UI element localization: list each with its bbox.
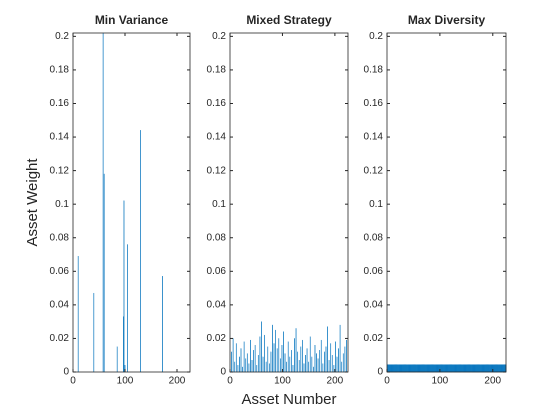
x-tick-label: 200 <box>484 376 501 387</box>
y-tick-label: 0.06 <box>364 266 384 277</box>
y-tick-label: 0.08 <box>364 232 384 243</box>
y-tick-label: 0.06 <box>50 266 70 277</box>
x-tick-label: 100 <box>274 376 291 387</box>
y-tick-label: 0 <box>377 367 383 378</box>
y-tick-label: 0.18 <box>364 65 384 76</box>
y-tick-label: 0.1 <box>212 199 226 210</box>
x-tick-label: 100 <box>432 376 449 387</box>
y-tick-label: 0.1 <box>369 199 383 210</box>
y-tick-label: 0.16 <box>364 98 384 109</box>
x-tick-label: 200 <box>327 376 344 387</box>
y-tick-label: 0.16 <box>207 98 227 109</box>
y-tick-label: 0.2 <box>369 31 383 42</box>
y-tick-label: 0.02 <box>364 333 384 344</box>
panel-title: Min Variance <box>95 13 169 27</box>
x-tick-label: 0 <box>227 376 233 387</box>
x-tick-label: 200 <box>169 376 186 387</box>
y-tick-label: 0.14 <box>50 132 70 143</box>
y-tick-label: 0.18 <box>50 65 70 76</box>
y-tick-label: 0.04 <box>207 300 227 311</box>
x-tick-label: 0 <box>70 376 76 387</box>
axes-box <box>229 32 349 373</box>
y-tick-label: 0.04 <box>364 300 384 311</box>
y-tick-label: 0.2 <box>212 31 226 42</box>
x-tick-label: 100 <box>117 376 134 387</box>
y-tick-label: 0.12 <box>50 165 70 176</box>
y-tick-label: 0.18 <box>207 65 227 76</box>
y-tick-label: 0.14 <box>207 132 227 143</box>
y-tick-label: 0.12 <box>207 165 227 176</box>
axes-background <box>73 33 190 372</box>
y-axis-label: Asset Weight <box>24 158 41 247</box>
y-tick-label: 0.12 <box>364 165 384 176</box>
y-tick-label: 0.02 <box>207 333 227 344</box>
y-tick-label: 0.08 <box>207 232 227 243</box>
panel-title: Max Diversity <box>408 13 486 27</box>
y-tick-label: 0.04 <box>50 300 70 311</box>
y-tick-label: 0.06 <box>207 266 227 277</box>
y-tick-label: 0.14 <box>364 132 384 143</box>
y-tick-label: 0.02 <box>50 333 70 344</box>
x-tick-label: 0 <box>384 376 390 387</box>
panel-title: Mixed Strategy <box>246 13 332 27</box>
y-tick-label: 0 <box>63 367 69 378</box>
y-tick-label: 0.16 <box>50 98 70 109</box>
y-tick-label: 0 <box>220 367 226 378</box>
y-tick-label: 0.08 <box>50 232 70 243</box>
y-tick-label: 0.2 <box>55 31 69 42</box>
y-tick-label: 0.1 <box>55 199 69 210</box>
axes-box <box>386 32 507 373</box>
x-axis-label: Asset Number <box>241 391 336 408</box>
axes-background <box>230 33 348 372</box>
axes-background <box>387 33 506 372</box>
axes-box <box>72 32 191 373</box>
